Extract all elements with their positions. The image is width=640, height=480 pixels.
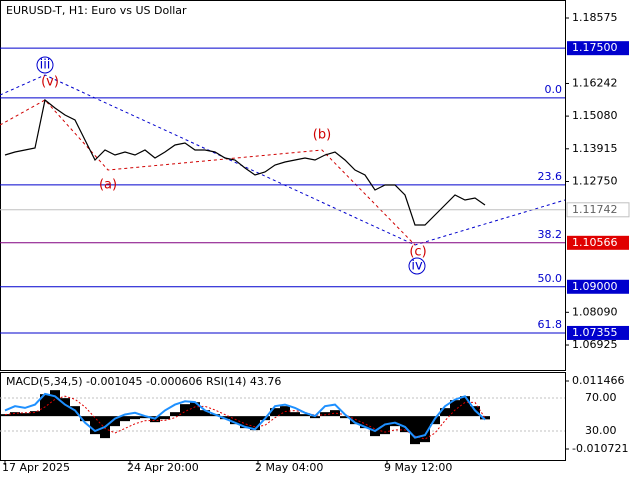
macd-bar (300, 414, 310, 417)
x-tick-label: 9 May 12:00 (384, 461, 452, 474)
fib-label: 50.0 (538, 272, 563, 285)
fib-label: 38.2 (538, 228, 563, 241)
y-tick-label: -0.010721 (572, 442, 628, 455)
macd-bar (250, 416, 260, 431)
signal-line (4, 395, 486, 440)
macd-bar (50, 390, 60, 417)
macd-bar (400, 416, 410, 433)
macd-bar (40, 394, 50, 417)
macd-bar (360, 416, 370, 429)
macd-bar (420, 416, 430, 443)
macd-bar (110, 416, 120, 427)
wave-label: iii (40, 58, 51, 73)
macd-bar (410, 416, 420, 445)
x-tick-label: 24 Apr 20:00 (127, 461, 199, 474)
wave-label: (v) (41, 75, 59, 90)
current-price-box (566, 202, 630, 218)
current-price-label: 1.11742 (572, 203, 618, 216)
macd-bar (190, 402, 200, 417)
macd-bar (480, 416, 490, 420)
macd-bar (60, 398, 70, 417)
macd-bar (340, 416, 350, 419)
fib-label: 0.0 (545, 83, 563, 96)
wave-label: (c) (409, 245, 426, 260)
macd-bar (90, 416, 100, 435)
fib-label: 61.8 (538, 318, 563, 331)
macd-bar (80, 416, 90, 422)
macd-bar (240, 416, 250, 429)
macd-bar (390, 416, 400, 427)
wave-circle (36, 56, 54, 74)
macd-bar (140, 416, 150, 419)
chart-title: EURUSD-T, H1: Euro vs US Dollar (6, 4, 187, 17)
macd-bar (130, 416, 140, 420)
indicator-title: MACD(5,34,5) -0.001045 -0.000606 RSI(14)… (6, 375, 281, 388)
level-label: 1.07355 (572, 326, 618, 339)
x-tick-label: 17 Apr 2025 (2, 461, 70, 474)
level-label: 1.09000 (572, 280, 618, 293)
x-tick-label: 2 May 04:00 (255, 461, 323, 474)
level-box (567, 41, 629, 56)
macd-bar (270, 408, 280, 417)
macd-bar (0, 414, 10, 417)
macd-bar (320, 412, 330, 417)
rsi-line (4, 392, 486, 439)
level-label: 1.10566 (572, 236, 618, 249)
macd-bar (290, 412, 300, 417)
y-tick-label: 1.18575 (572, 11, 618, 24)
y-tick-label: 1.06925 (572, 338, 618, 351)
macd-bar (230, 416, 240, 425)
level-label: 1.17500 (572, 41, 618, 54)
indicator-frame (0, 372, 566, 461)
price-line (4, 98, 486, 226)
macd-bar (350, 416, 360, 425)
y-tick-label: 1.15080 (572, 109, 618, 122)
macd-bar (450, 400, 460, 417)
y2-tick-label: 30.00 (585, 424, 617, 437)
wave-label: iv (411, 259, 423, 274)
fib-label: 23.6 (538, 170, 563, 183)
wave-label: (b) (313, 128, 331, 143)
y-tick-label: 0.011466 (572, 374, 625, 387)
wave-line (0, 99, 416, 246)
level-box (567, 279, 629, 294)
macd-bar (200, 410, 210, 417)
macd-bar (30, 411, 40, 417)
macd-bar (160, 416, 170, 420)
macd-bar (440, 408, 450, 417)
wave-circle (408, 257, 426, 275)
main-frame (0, 0, 566, 371)
y2-tick-label: 70.00 (585, 391, 617, 404)
macd-bar (10, 412, 20, 417)
y-tick-label: 1.16242 (572, 76, 618, 89)
macd-bar (120, 416, 130, 422)
y-tick-label: 1.13915 (572, 142, 618, 155)
macd-bar (170, 412, 180, 417)
macd-bar (20, 413, 30, 417)
macd-bar (180, 404, 190, 417)
y-tick-label: 1.08090 (572, 305, 618, 318)
wave-line (0, 74, 566, 246)
macd-bar (330, 410, 340, 417)
level-box (567, 235, 629, 250)
y-tick-label: 1.12750 (572, 175, 618, 188)
macd-bar (370, 416, 380, 437)
macd-bar (460, 396, 470, 417)
level-box (567, 325, 629, 340)
wave-label: (a) (99, 178, 117, 193)
